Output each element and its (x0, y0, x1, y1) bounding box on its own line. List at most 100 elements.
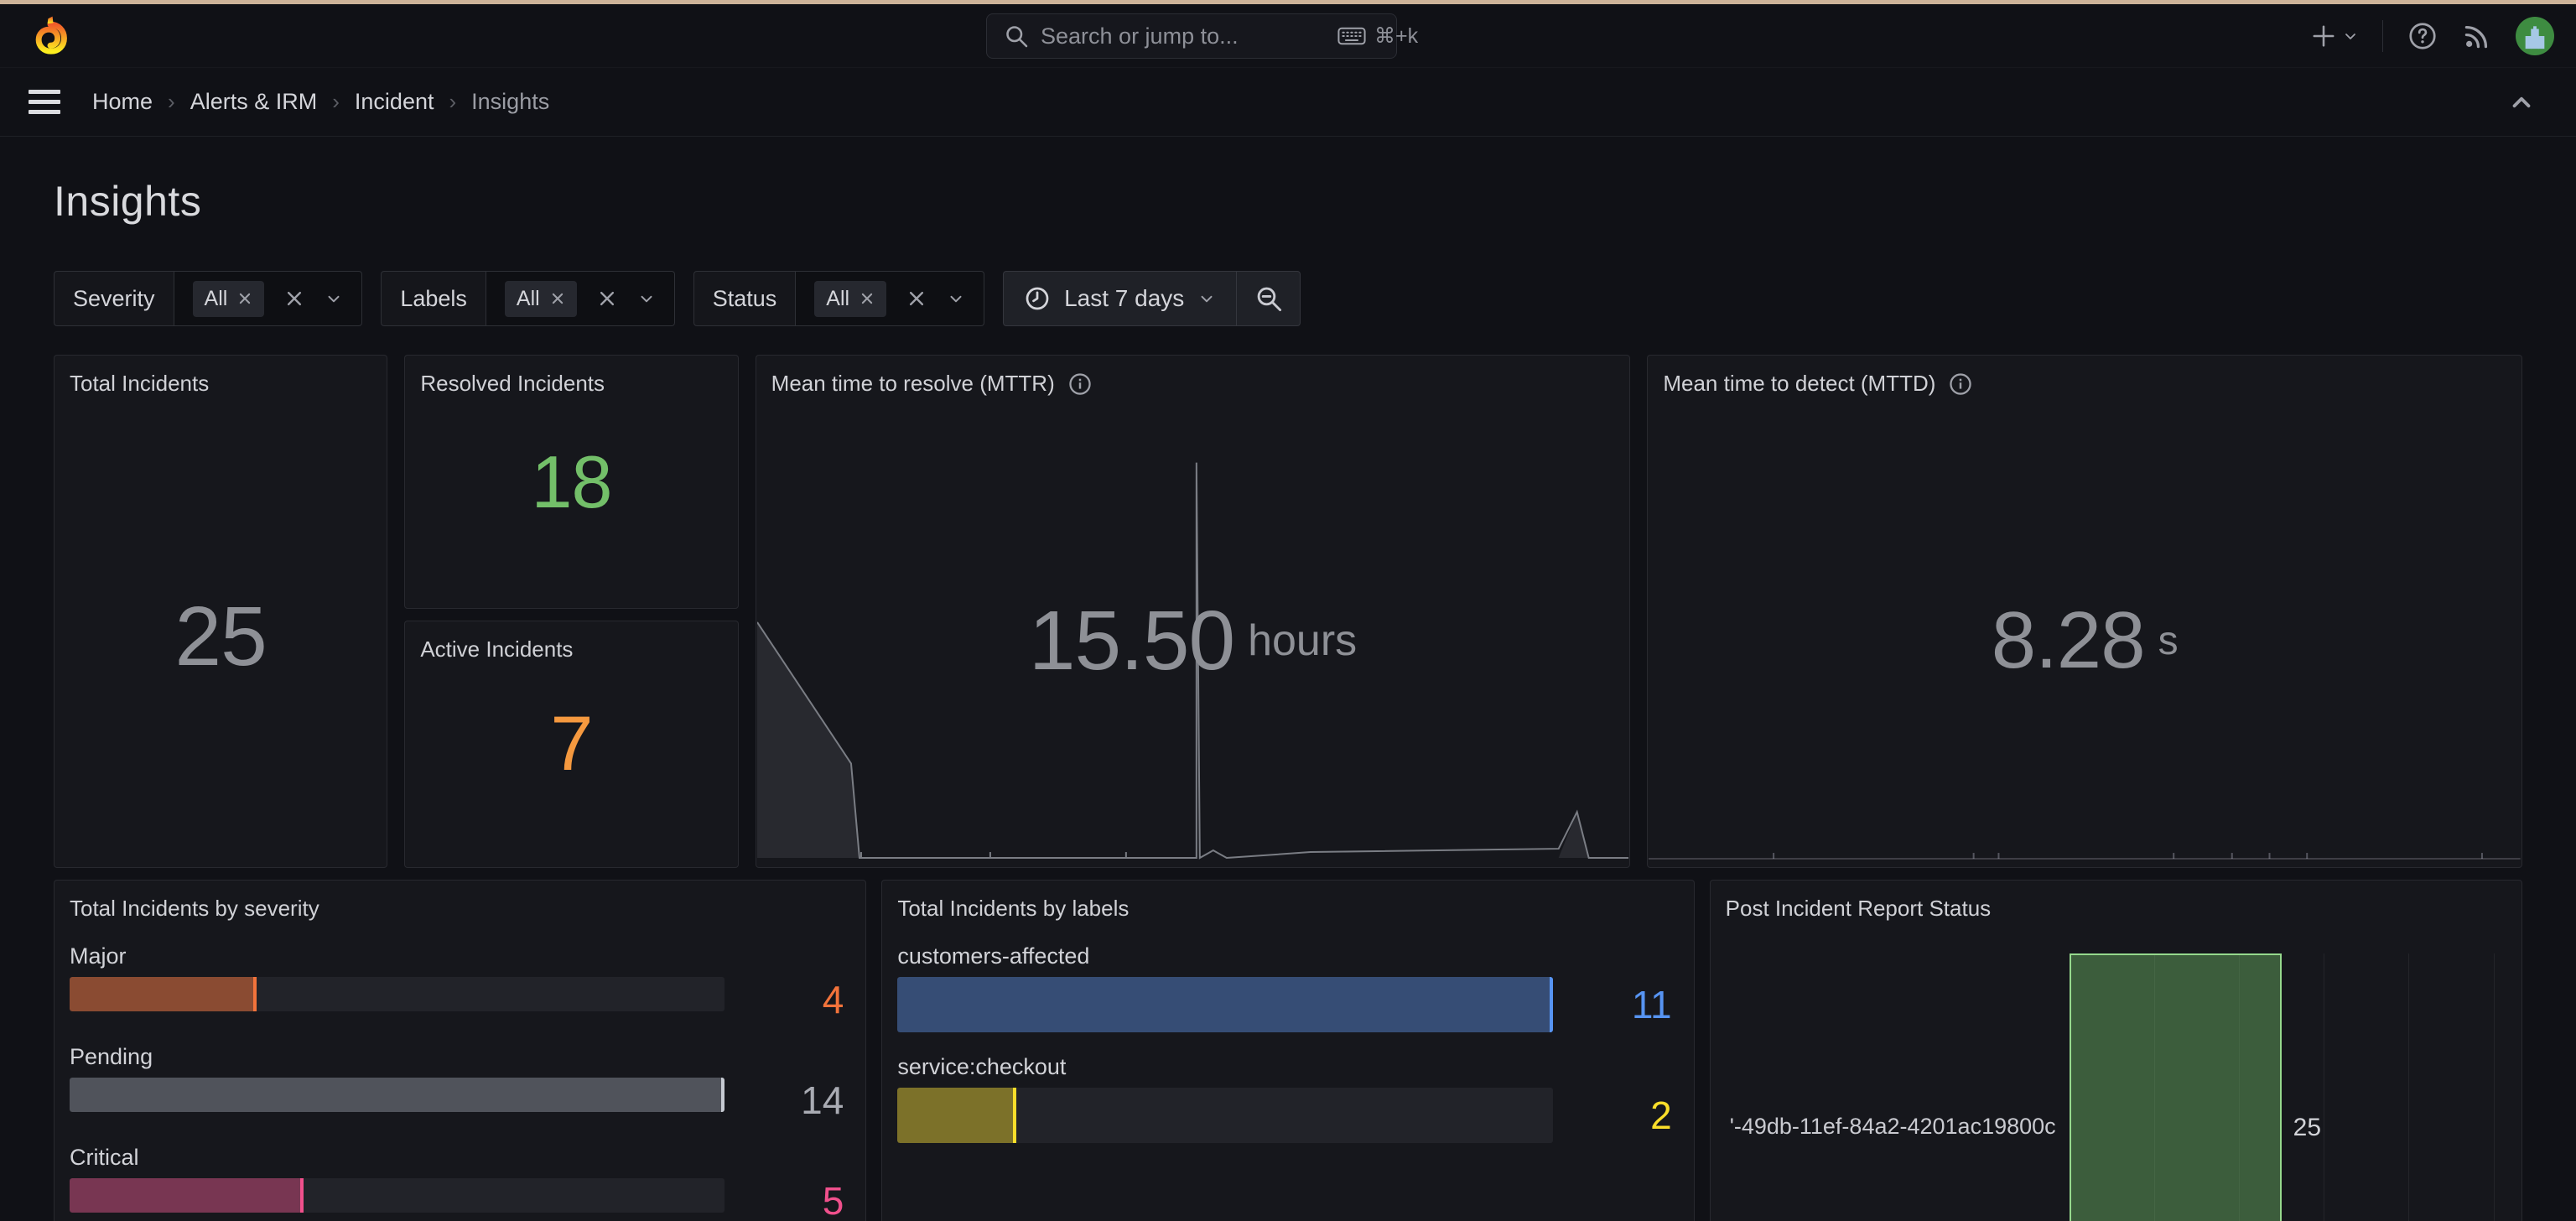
bar-track[interactable] (897, 1088, 1553, 1143)
user-avatar[interactable] (2516, 16, 2554, 55)
new-menu-button[interactable] (2310, 23, 2359, 49)
info-icon[interactable] (1949, 372, 1972, 396)
top-navbar: ⌘+k (0, 4, 2576, 68)
panel-title[interactable]: Resolved Incidents (420, 371, 605, 396)
gridline (2153, 953, 2155, 1221)
breadcrumb-home[interactable]: Home (92, 89, 153, 114)
chevron-down-icon[interactable] (947, 289, 965, 308)
keyboard-icon (1337, 26, 1366, 46)
breadcrumb-alerts-irm[interactable]: Alerts & IRM (190, 89, 318, 114)
panel-resolved-incidents: Resolved Incidents 18 (404, 355, 739, 609)
filter-chip-text: All (204, 286, 228, 310)
panel-mttr: Mean time to resolve (MTTR) 15.50 hours (755, 355, 1631, 868)
bar-value: 5 (822, 1179, 844, 1221)
breadcrumb-bar: Home › Alerts & IRM › Incident › Insight… (0, 68, 2576, 137)
bar-row: service:checkout 2 (897, 1054, 1678, 1143)
panel-mttd: Mean time to detect (MTTD) 8.28 s (1647, 355, 2522, 868)
bar-row: Major 4 (70, 943, 850, 1022)
bar-track[interactable] (70, 1178, 725, 1213)
severity-bar-list: Major4Pending14Critical5Demo (55, 943, 865, 1221)
breadcrumb-incident[interactable]: Incident (354, 89, 434, 114)
filter-chip[interactable]: All (192, 280, 265, 317)
gridline (2239, 953, 2241, 1221)
filter-severity-label: Severity (54, 271, 174, 326)
kpi-row: Total Incidents 25 Resolved Incidents 18… (54, 355, 2522, 868)
bar-label: Critical (70, 1145, 139, 1170)
news-rss-icon[interactable] (2462, 21, 2492, 51)
bar-label: service:checkout (897, 1054, 1067, 1079)
report-status-bar[interactable] (2069, 953, 2282, 1221)
clear-filter-icon[interactable] (597, 288, 617, 309)
gridline (2408, 953, 2410, 1221)
gridline (2493, 953, 2495, 1221)
clock-icon (1024, 285, 1051, 312)
filter-labels-value[interactable]: All (486, 271, 675, 326)
panel-title[interactable]: Total Incidents (70, 371, 210, 396)
filter-severity: Severity All (54, 271, 363, 326)
remove-chip-icon[interactable] (860, 291, 875, 306)
bar-track[interactable] (897, 977, 1553, 1032)
bar-fill (897, 1088, 1017, 1143)
panel-title[interactable]: Active Incidents (420, 636, 574, 662)
panel-title[interactable]: Total Incidents by labels (897, 896, 1130, 921)
mttr-sparkline (756, 462, 1629, 860)
bar-track[interactable] (70, 1078, 725, 1112)
panel-title[interactable]: Mean time to detect (MTTD) (1663, 371, 1936, 396)
mttd-sparkline (1649, 853, 2521, 860)
navbar-divider (2382, 19, 2383, 52)
bar-fill (70, 1078, 725, 1112)
chevron-down-icon[interactable] (637, 289, 656, 308)
zoom-out-time-button[interactable] (1236, 272, 1300, 325)
labels-bar-list: customers-affected 11 service:checkout 2 (882, 943, 1693, 1143)
chevron-down-icon[interactable] (325, 289, 343, 308)
info-icon[interactable] (1068, 372, 1092, 396)
time-range-button[interactable]: Last 7 days (1004, 272, 1236, 325)
menu-toggle-icon[interactable] (29, 90, 60, 114)
report-category-label: '-49db-11ef-84a2-4201ac19800c (1729, 1114, 2056, 1139)
panel-title[interactable]: Mean time to resolve (MTTR) (771, 371, 1055, 396)
bar-row: Critical 5 (70, 1145, 850, 1221)
bar-fill (70, 1178, 304, 1213)
panel-incidents-by-severity: Total Incidents by severity Major 4 Pendin… (54, 880, 867, 1221)
panel-incidents-by-labels: Total Incidents by labels customers-affe… (881, 880, 1695, 1221)
breadcrumb-insights: Insights (471, 89, 550, 114)
filter-status-label: Status (693, 271, 797, 326)
remove-chip-icon[interactable] (550, 291, 565, 306)
bar-value: 11 (1631, 983, 1672, 1026)
filter-chip[interactable]: All (814, 280, 887, 317)
grafana-logo-icon[interactable] (29, 14, 72, 58)
bar-value: 2 (1650, 1094, 1672, 1137)
filter-status: Status All (693, 271, 985, 326)
bottom-row: Total Incidents by severity Major 4 Pendin… (54, 880, 2522, 1221)
filter-status-value[interactable]: All (796, 271, 985, 326)
clear-filter-icon[interactable] (906, 288, 927, 309)
breadcrumb-separator: › (332, 89, 340, 114)
bar-row: customers-affected 11 (897, 943, 1678, 1032)
clear-filter-icon[interactable] (284, 288, 304, 309)
mttd-unit: s (2158, 618, 2179, 663)
chevron-up-icon[interactable] (2507, 88, 2536, 117)
bar-value: 4 (822, 978, 844, 1021)
bar-track[interactable] (70, 977, 725, 1011)
browser-top-strip (0, 0, 2576, 4)
mttr-unit: hours (1248, 616, 1358, 665)
filter-chip[interactable]: All (504, 280, 577, 317)
bar-fill (897, 977, 1553, 1032)
active-incidents-value: 7 (550, 701, 593, 787)
search-input[interactable] (1041, 23, 1337, 49)
breadcrumb: Home › Alerts & IRM › Incident › Insight… (92, 89, 549, 115)
time-range-picker: Last 7 days (1003, 271, 1301, 326)
panel-title[interactable]: Total Incidents by severity (70, 896, 319, 921)
breadcrumb-separator: › (168, 89, 175, 114)
stacked-panels: Resolved Incidents 18 Active Incidents 7 (404, 355, 739, 868)
filter-severity-value[interactable]: All (174, 271, 363, 326)
bar-label: Major (70, 943, 127, 969)
help-icon[interactable] (2407, 20, 2438, 52)
chevron-down-icon (2342, 28, 2359, 44)
resolved-incidents-value: 18 (531, 439, 613, 523)
remove-chip-icon[interactable] (237, 291, 252, 306)
panel-title[interactable]: Post Incident Report Status (1725, 896, 1992, 921)
bar-row: Pending 14 (70, 1044, 850, 1123)
report-status-value: 25 (2293, 1114, 2322, 1141)
global-search[interactable]: ⌘+k (986, 13, 1418, 59)
